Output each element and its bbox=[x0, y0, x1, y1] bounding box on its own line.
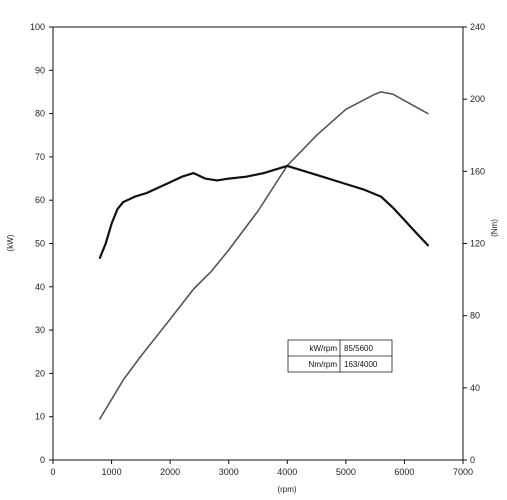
info-box: kW/rpm 85/5600 Nm/rpm 163/4000 bbox=[287, 339, 393, 373]
torque-curve-line bbox=[98, 164, 429, 259]
info-box-label-kw: kW/rpm bbox=[309, 344, 337, 353]
left-y-tick-label: 10 bbox=[35, 412, 45, 422]
x-tick-label: 3000 bbox=[219, 467, 239, 477]
x-tick-label: 6000 bbox=[394, 467, 414, 477]
x-tick-label: 7000 bbox=[453, 467, 473, 477]
left-y-tick-label: 20 bbox=[35, 368, 45, 378]
left-y-tick-label: 80 bbox=[35, 109, 45, 119]
x-tick-label: 4000 bbox=[277, 467, 297, 477]
left-y-tick-label: 0 bbox=[40, 455, 45, 465]
axes-layer: 0 1000 2000 3000 4000 5000 6000 700001020304050… bbox=[30, 22, 485, 477]
info-box-label-nm: Nm/rpm bbox=[309, 360, 338, 369]
x-tick-label: 0 bbox=[50, 467, 55, 477]
left-y-tick-label: 50 bbox=[35, 239, 45, 249]
left-y-tick-label: 60 bbox=[35, 195, 45, 205]
left-y-tick-label: 30 bbox=[35, 325, 45, 335]
left-y-tick-label: 90 bbox=[35, 65, 45, 75]
right-y-tick-label: 160 bbox=[470, 166, 485, 176]
left-y-axis-title: (kW) bbox=[6, 234, 15, 251]
left-y-tick-label: 100 bbox=[30, 22, 45, 32]
right-y-tick-label: 240 bbox=[470, 22, 485, 32]
x-axis-title: (rpm) bbox=[277, 485, 296, 494]
left-y-tick-label: 70 bbox=[35, 152, 45, 162]
info-box-value-nm: 163/4000 bbox=[344, 360, 378, 369]
left-y-tick-label: 40 bbox=[35, 282, 45, 292]
x-tick-label: 5000 bbox=[336, 467, 356, 477]
right-y-tick-label: 200 bbox=[470, 94, 485, 104]
right-y-tick-label: 120 bbox=[470, 239, 485, 249]
series-layer bbox=[98, 91, 429, 420]
x-tick-label: 2000 bbox=[160, 467, 180, 477]
info-box-value-kw: 85/5600 bbox=[344, 344, 373, 353]
right-y-axis-title: (Nm) bbox=[490, 219, 499, 237]
right-y-tick-label: 80 bbox=[470, 311, 480, 321]
x-tick-label: 1000 bbox=[102, 467, 122, 477]
power-curve-line bbox=[99, 91, 429, 420]
right-y-tick-label: 0 bbox=[470, 455, 475, 465]
right-y-tick-label: 40 bbox=[470, 383, 480, 393]
